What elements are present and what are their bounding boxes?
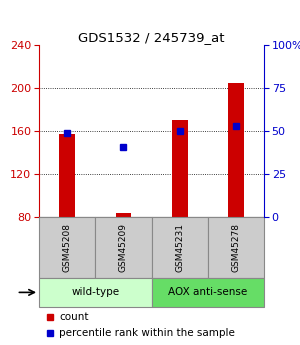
Bar [228, 82, 244, 217]
Text: GSM45231: GSM45231 [175, 223, 184, 272]
Text: GSM45278: GSM45278 [231, 223, 240, 272]
Bar [39, 278, 152, 307]
Bar [172, 120, 188, 217]
Bar [59, 134, 75, 217]
Text: percentile rank within the sample: percentile rank within the sample [59, 328, 235, 338]
Text: GSM45208: GSM45208 [63, 223, 72, 272]
Bar [39, 217, 95, 278]
Text: count: count [59, 313, 89, 322]
Bar [152, 278, 264, 307]
Text: GSM45209: GSM45209 [119, 223, 128, 272]
Text: wild-type: wild-type [71, 287, 119, 297]
Text: AOX anti-sense: AOX anti-sense [168, 287, 248, 297]
Bar [208, 217, 264, 278]
Bar [95, 217, 152, 278]
Bar [152, 217, 208, 278]
Bar [116, 213, 131, 217]
Title: GDS1532 / 245739_at: GDS1532 / 245739_at [78, 31, 225, 44]
